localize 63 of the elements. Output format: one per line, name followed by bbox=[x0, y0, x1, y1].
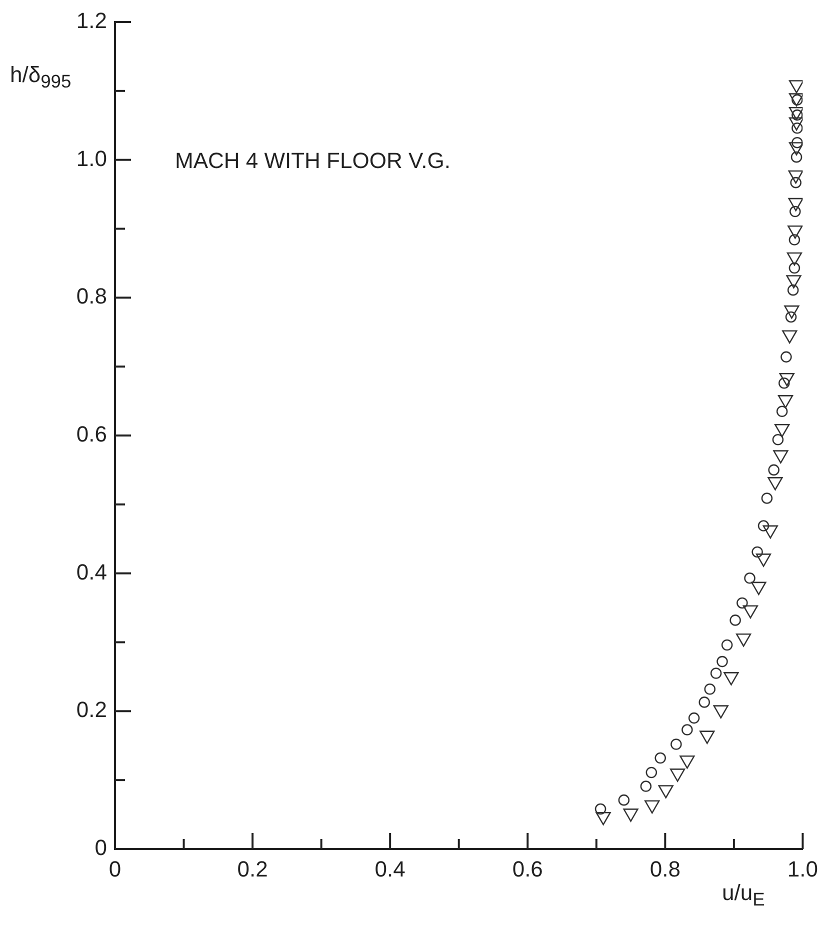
point bbox=[788, 80, 803, 94]
point bbox=[730, 614, 741, 626]
point bbox=[594, 803, 606, 815]
point bbox=[688, 712, 700, 724]
point bbox=[774, 424, 790, 438]
point bbox=[721, 639, 733, 651]
point bbox=[670, 738, 682, 750]
y-tick-label: 0.6 bbox=[76, 422, 107, 447]
x-tick-label: 1.0 bbox=[787, 856, 818, 882]
x-tick-label: 0.2 bbox=[237, 856, 268, 882]
point bbox=[682, 724, 693, 736]
point bbox=[786, 252, 802, 266]
y-tick-label: 0.8 bbox=[76, 284, 107, 309]
point bbox=[787, 284, 799, 296]
point bbox=[698, 696, 710, 708]
point bbox=[792, 94, 803, 106]
point bbox=[654, 752, 666, 764]
point bbox=[779, 372, 794, 386]
point bbox=[788, 93, 803, 106]
y-tick-label: 0 bbox=[94, 835, 107, 860]
point bbox=[716, 656, 728, 668]
point bbox=[758, 520, 770, 532]
point bbox=[780, 351, 792, 363]
point bbox=[788, 262, 800, 274]
annotation: MACH 4 WITH FLOOR V.G. bbox=[175, 148, 450, 174]
point bbox=[788, 117, 803, 131]
y-tick-label: 0.4 bbox=[76, 559, 107, 584]
point bbox=[784, 305, 800, 319]
point bbox=[788, 234, 800, 246]
point bbox=[788, 170, 803, 184]
point bbox=[789, 206, 801, 218]
point bbox=[778, 395, 794, 408]
point bbox=[761, 492, 773, 504]
x-axis-title: u/u$_{E}$ bbox=[722, 880, 765, 910]
x-tick-label: 0.4 bbox=[374, 856, 406, 882]
y-tick-label: 0.2 bbox=[76, 697, 107, 722]
point bbox=[710, 668, 722, 679]
point bbox=[792, 122, 803, 134]
point bbox=[772, 434, 784, 446]
y-tick-label: 1.0 bbox=[76, 146, 107, 171]
point bbox=[788, 225, 803, 239]
point bbox=[790, 151, 802, 163]
point bbox=[792, 136, 803, 148]
y-tick-label: 1.2 bbox=[76, 8, 107, 34]
point bbox=[792, 109, 803, 121]
point bbox=[646, 766, 658, 778]
x-tick-label: 0.6 bbox=[512, 856, 543, 882]
point bbox=[640, 780, 652, 792]
point bbox=[744, 572, 756, 584]
x-tick-label: 0.8 bbox=[650, 856, 680, 882]
point bbox=[788, 106, 803, 120]
point bbox=[776, 406, 788, 418]
point bbox=[788, 142, 803, 156]
point bbox=[704, 683, 716, 695]
y-axis-title: h/δ$_{995}$ bbox=[10, 62, 72, 92]
point bbox=[788, 198, 803, 212]
point bbox=[773, 450, 788, 464]
point bbox=[736, 597, 748, 609]
point bbox=[786, 275, 802, 288]
point bbox=[618, 794, 630, 806]
point bbox=[768, 464, 780, 476]
point bbox=[782, 330, 798, 344]
point bbox=[752, 546, 763, 558]
